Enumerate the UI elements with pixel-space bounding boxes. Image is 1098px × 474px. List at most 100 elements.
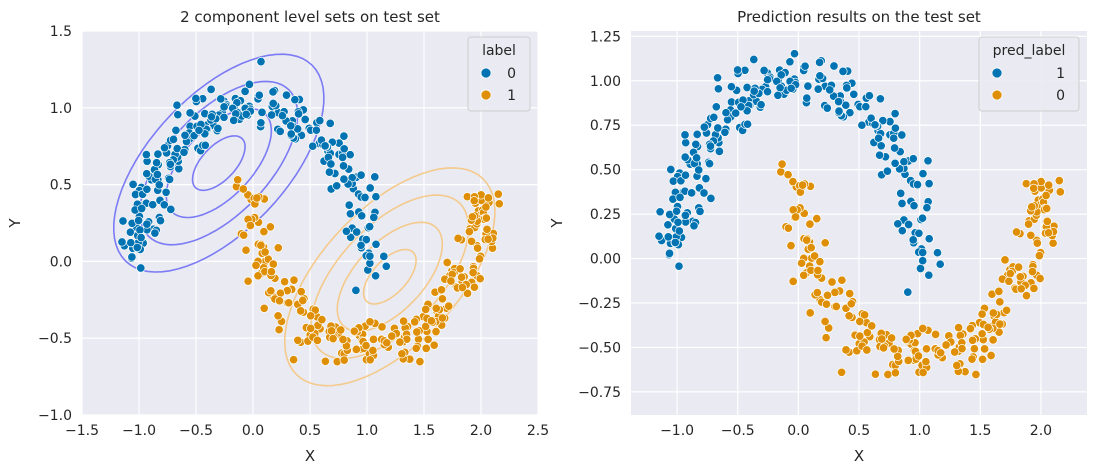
data-point-0 — [254, 90, 264, 100]
data-point-1 — [713, 73, 723, 83]
data-point-1 — [694, 165, 704, 175]
data-point-0 — [815, 257, 825, 267]
legend-box — [978, 36, 1080, 112]
data-point-1 — [395, 337, 405, 347]
data-point-1 — [749, 54, 759, 65]
data-point-0 — [783, 223, 793, 233]
data-point-0 — [356, 240, 366, 250]
legend-marker — [991, 67, 1003, 79]
data-point-0 — [1055, 187, 1065, 197]
data-point-0 — [256, 118, 266, 128]
chart-1: −1.5 −1.0 −0.5 0.0 0.5 1.0 1.5 2.0 2.5−1.0−0.50.… — [6, 8, 549, 465]
data-point-0 — [901, 334, 911, 344]
legend-title: pred_label — [993, 43, 1066, 59]
data-point-1 — [890, 109, 900, 119]
data-point-1 — [713, 123, 723, 133]
data-point-0 — [862, 345, 872, 355]
data-point-0 — [918, 323, 928, 334]
data-point-1 — [437, 294, 447, 304]
data-point-0 — [983, 322, 993, 332]
data-point-0 — [339, 131, 349, 141]
data-point-0 — [365, 251, 375, 261]
data-point-1 — [800, 61, 810, 71]
data-point-0 — [171, 125, 181, 135]
data-point-0 — [805, 308, 815, 318]
data-point-0 — [870, 369, 880, 379]
data-point-0 — [798, 180, 808, 190]
data-point-1 — [464, 227, 474, 237]
data-point-1 — [838, 66, 848, 76]
data-point-1 — [368, 334, 379, 344]
data-point-1 — [692, 129, 702, 139]
data-point-0 — [844, 311, 854, 321]
data-point-1 — [834, 97, 844, 107]
data-point-0 — [241, 109, 251, 119]
data-point-1 — [889, 133, 899, 143]
data-point-1 — [785, 57, 795, 67]
data-point-0 — [1044, 180, 1054, 190]
data-point-1 — [238, 184, 248, 194]
data-point-0 — [173, 110, 183, 120]
data-point-0 — [783, 170, 793, 180]
data-point-0 — [134, 215, 144, 226]
data-point-1 — [923, 156, 933, 166]
data-point-1 — [259, 303, 269, 313]
data-point-1 — [442, 257, 452, 268]
data-point-0 — [179, 147, 189, 157]
data-point-1 — [890, 158, 900, 168]
data-point-0 — [813, 265, 823, 276]
data-point-1 — [849, 89, 859, 99]
data-point-1 — [675, 192, 685, 202]
x-tick-label: 2.5 — [527, 423, 549, 439]
data-point-1 — [296, 287, 306, 297]
data-point-1 — [253, 271, 263, 281]
data-point-1 — [897, 226, 907, 236]
data-point-0 — [300, 114, 310, 125]
data-point-1 — [822, 103, 832, 113]
data-point-0 — [345, 209, 355, 219]
data-point-1 — [664, 248, 675, 258]
data-point-1 — [749, 86, 759, 96]
data-point-1 — [306, 323, 316, 333]
data-point-1 — [912, 180, 923, 190]
data-point-1 — [917, 213, 928, 223]
data-point-0 — [371, 192, 381, 202]
x-tick-label: 1.0 — [356, 423, 378, 439]
data-point-0 — [320, 141, 330, 151]
data-point-1 — [436, 285, 447, 295]
data-point-1 — [251, 260, 261, 270]
data-point-0 — [191, 93, 201, 104]
x-axis-label: X — [854, 447, 864, 465]
y-tick-label: −0.25 — [578, 296, 621, 312]
data-point-0 — [921, 357, 931, 367]
data-point-0 — [200, 140, 210, 150]
data-point-0 — [1029, 183, 1039, 193]
data-point-0 — [286, 129, 296, 139]
data-point-0 — [153, 149, 163, 159]
data-point-1 — [802, 93, 812, 103]
contour-line — [191, 135, 246, 192]
data-point-0 — [831, 301, 841, 312]
data-point-1 — [466, 236, 477, 246]
data-point-1 — [736, 102, 746, 112]
data-point-0 — [1032, 238, 1042, 248]
data-point-1 — [845, 108, 855, 118]
data-point-1 — [410, 317, 420, 327]
data-point-0 — [152, 169, 162, 180]
data-point-1 — [387, 331, 397, 341]
data-point-0 — [820, 316, 830, 327]
data-point-0 — [311, 125, 321, 135]
data-point-1 — [670, 237, 680, 248]
data-point-0 — [995, 297, 1005, 307]
data-point-0 — [788, 276, 798, 286]
data-point-1 — [289, 355, 299, 365]
data-point-0 — [229, 115, 239, 125]
data-point-0 — [841, 345, 851, 355]
data-point-0 — [338, 152, 348, 162]
data-point-0 — [867, 321, 877, 331]
data-point-1 — [776, 70, 786, 80]
data-point-1 — [882, 166, 892, 176]
data-point-0 — [879, 343, 889, 353]
data-point-1 — [870, 120, 880, 130]
data-point-1 — [918, 247, 928, 258]
